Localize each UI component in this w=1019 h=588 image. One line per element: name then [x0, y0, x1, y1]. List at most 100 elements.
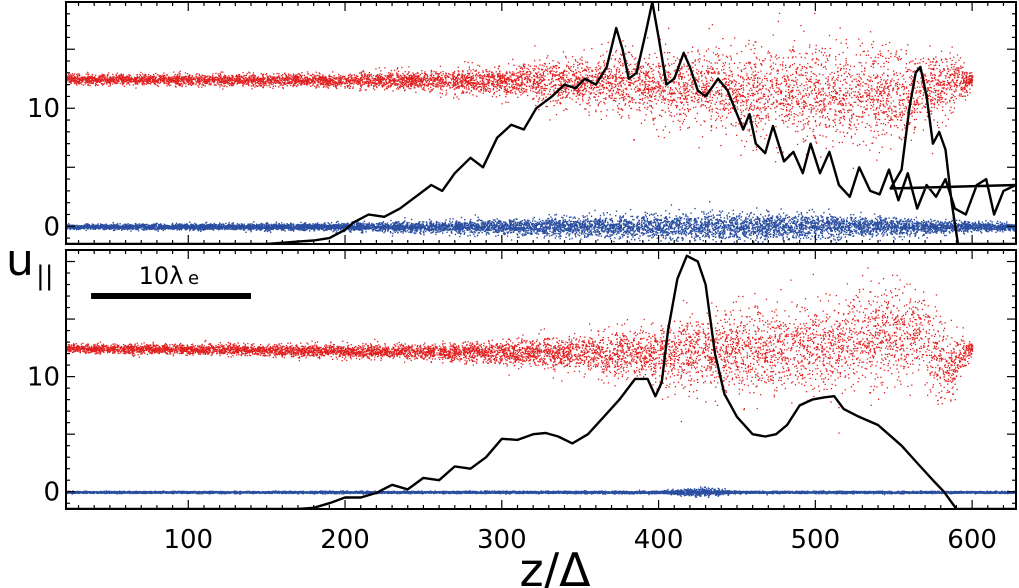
- blue-point: [442, 227, 444, 230]
- blue-point: [87, 223, 89, 225]
- blue-point: [598, 226, 600, 228]
- blue-point: [599, 214, 602, 217]
- blue-point: [866, 226, 868, 228]
- blue-point: [163, 223, 166, 225]
- blue-point: [782, 233, 785, 235]
- blue-point: [158, 227, 160, 229]
- blue-point: [320, 227, 323, 229]
- blue-point: [712, 224, 715, 226]
- blue-point: [381, 229, 384, 232]
- blue-point: [124, 228, 126, 230]
- blue-point: [836, 233, 838, 236]
- blue-point: [719, 227, 721, 229]
- blue-point: [717, 230, 719, 232]
- blue-point: [468, 229, 470, 231]
- blue-point: [278, 226, 280, 228]
- blue-point: [618, 227, 620, 229]
- blue-point: [112, 221, 114, 224]
- blue-point: [787, 233, 789, 236]
- blue-point: [676, 218, 678, 220]
- blue-point: [605, 235, 607, 237]
- blue-point: [779, 232, 781, 234]
- blue-point: [845, 233, 847, 236]
- blue-point: [431, 223, 433, 225]
- blue-point: [590, 215, 593, 217]
- blue-point: [221, 226, 223, 229]
- blue-point: [309, 230, 311, 232]
- blue-point: [905, 229, 907, 231]
- blue-point: [761, 230, 764, 232]
- blue-point: [958, 229, 960, 232]
- blue-point: [590, 223, 592, 225]
- blue-point: [416, 230, 418, 232]
- blue-point: [470, 221, 472, 224]
- blue-point: [779, 226, 782, 228]
- blue-point: [942, 223, 945, 225]
- blue-point: [513, 224, 515, 227]
- blue-point: [515, 218, 517, 220]
- blue-point: [606, 235, 609, 237]
- blue-point: [506, 227, 508, 229]
- blue-point: [206, 228, 209, 230]
- blue-point: [802, 219, 804, 222]
- blue-point: [922, 235, 924, 237]
- blue-point: [991, 229, 993, 231]
- blue-point: [948, 221, 951, 223]
- blue-point: [302, 229, 304, 231]
- blue-point: [801, 215, 804, 217]
- blue-point: [760, 230, 762, 233]
- blue-point: [784, 231, 786, 234]
- blue-point: [894, 232, 896, 234]
- blue-point: [146, 223, 148, 226]
- blue-point: [598, 235, 600, 237]
- blue-point: [448, 226, 451, 228]
- blue-point: [455, 230, 457, 232]
- blue-point: [568, 233, 570, 235]
- blue-point: [670, 224, 673, 227]
- blue-point: [721, 210, 724, 212]
- blue-point: [869, 233, 871, 236]
- blue-point: [647, 224, 649, 227]
- blue-point: [197, 230, 200, 232]
- blue-point: [395, 229, 397, 231]
- blue-point: [761, 220, 764, 222]
- blue-point: [588, 232, 590, 234]
- blue-point: [233, 228, 236, 230]
- blue-point: [501, 230, 503, 232]
- blue-point: [429, 225, 432, 227]
- blue-point: [661, 222, 664, 224]
- blue-point: [615, 228, 617, 230]
- blue-point: [728, 220, 731, 223]
- blue-point: [834, 224, 837, 226]
- blue-point: [785, 227, 788, 229]
- blue-point: [493, 222, 495, 224]
- blue-point: [888, 227, 890, 229]
- blue-point: [962, 232, 965, 234]
- blue-point: [869, 224, 871, 226]
- blue-point: [511, 220, 514, 222]
- blue-point: [816, 225, 819, 227]
- blue-point: [308, 227, 311, 229]
- blue-point: [103, 225, 105, 227]
- blue-point: [691, 228, 694, 230]
- blue-point: [874, 224, 876, 226]
- blue-point: [920, 230, 922, 232]
- blue-point: [199, 223, 201, 226]
- blue-point: [435, 231, 437, 233]
- blue-point: [484, 221, 486, 223]
- blue-point: [734, 233, 736, 236]
- blue-point: [681, 231, 683, 234]
- blue-point: [813, 231, 816, 233]
- blue-point: [568, 235, 570, 237]
- blue-point: [519, 230, 522, 232]
- blue-point: [606, 228, 608, 230]
- blue-point: [834, 219, 836, 221]
- blue-point: [335, 231, 337, 234]
- blue-point: [498, 231, 500, 233]
- blue-point: [773, 223, 775, 225]
- blue-point: [571, 220, 573, 223]
- blue-point: [696, 230, 698, 233]
- blue-point: [745, 221, 747, 223]
- blue-point: [73, 226, 76, 228]
- blue-point: [978, 221, 980, 224]
